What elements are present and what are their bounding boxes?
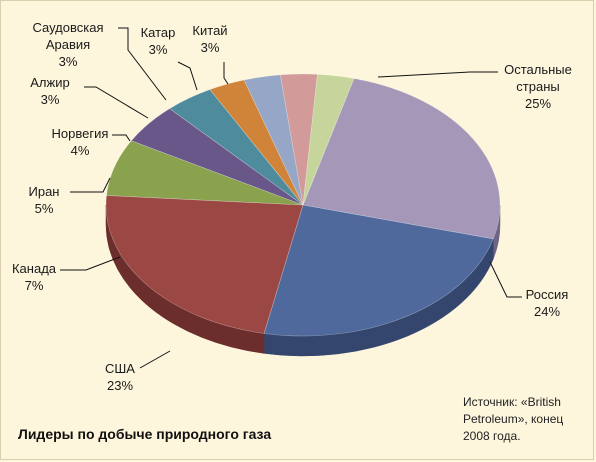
- leader-line-саудовская-аравия: [118, 27, 167, 101]
- slice-label-сша: США: [105, 361, 135, 376]
- pie-slice-канада: [106, 140, 304, 206]
- slice-label-алжир: Алжир: [30, 75, 69, 90]
- pie-slice-норвегия: [169, 89, 304, 206]
- slice-value-китай: 3%: [201, 40, 220, 55]
- slice-label-канада: Канада: [12, 261, 57, 276]
- pie-slice-остальные-страны: [302, 78, 501, 240]
- slice-value-катар: 3%: [149, 42, 168, 57]
- slice-label-саудовская-аравия: Аравия: [46, 37, 90, 52]
- pie-slice-россия: [263, 204, 494, 337]
- slice-label-остальные-страны: Остальные: [504, 62, 572, 77]
- leader-line-россия: [489, 261, 522, 298]
- pie-slice-катар: [280, 73, 318, 206]
- slice-label-остальные-страны: страны: [516, 79, 559, 94]
- leader-line-остальные-страны: [377, 71, 498, 78]
- leader-line-китай: [223, 62, 229, 85]
- leader-line-сша: [139, 350, 171, 369]
- slice-value-россия: 24%: [534, 304, 560, 319]
- leader-line-иран: [70, 177, 111, 193]
- slice-label-катар: Катар: [141, 25, 176, 40]
- slice-label-иран: Иран: [29, 184, 60, 199]
- chart-title: Лидеры по добыче природного газа: [18, 426, 272, 442]
- slice-label-россия: Россия: [526, 287, 569, 302]
- pie-slice-китай: [302, 74, 355, 206]
- leader-line-канада: [60, 256, 121, 271]
- pie-side-сша: [105, 204, 265, 354]
- pie-slice-сша: [105, 195, 304, 334]
- slice-value-саудовская-аравия: 3%: [59, 54, 78, 69]
- source-note: Источник: «British Petroleum», конец 200…: [463, 395, 564, 443]
- slice-value-норвегия: 4%: [71, 143, 90, 158]
- slice-label-норвегия: Норвегия: [52, 126, 109, 141]
- pie-slice-алжир: [209, 79, 304, 206]
- pie-slice-иран: [130, 108, 304, 206]
- slice-value-иран: 5%: [35, 201, 54, 216]
- leader-line-норвегия: [112, 134, 131, 142]
- slice-value-остальные-страны: 25%: [525, 96, 551, 111]
- pie-slice-саудовская-аравия: [243, 74, 304, 206]
- slice-value-сша: 23%: [107, 378, 133, 393]
- slice-label-саудовская-аравия: Саудовская: [32, 20, 103, 35]
- slice-value-канада: 7%: [25, 278, 44, 293]
- leader-line-алжир: [84, 86, 149, 119]
- slice-label-китай: Китай: [192, 23, 227, 38]
- slice-value-алжир: 3%: [41, 92, 60, 107]
- leader-line-катар: [177, 61, 198, 91]
